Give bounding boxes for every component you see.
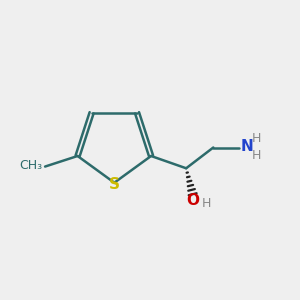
Text: N: N (241, 140, 254, 154)
Text: S: S (109, 177, 120, 192)
Text: H: H (252, 132, 261, 145)
Text: O: O (187, 193, 200, 208)
Text: CH₃: CH₃ (19, 160, 42, 172)
Text: H: H (202, 197, 211, 210)
Text: H: H (252, 149, 261, 162)
